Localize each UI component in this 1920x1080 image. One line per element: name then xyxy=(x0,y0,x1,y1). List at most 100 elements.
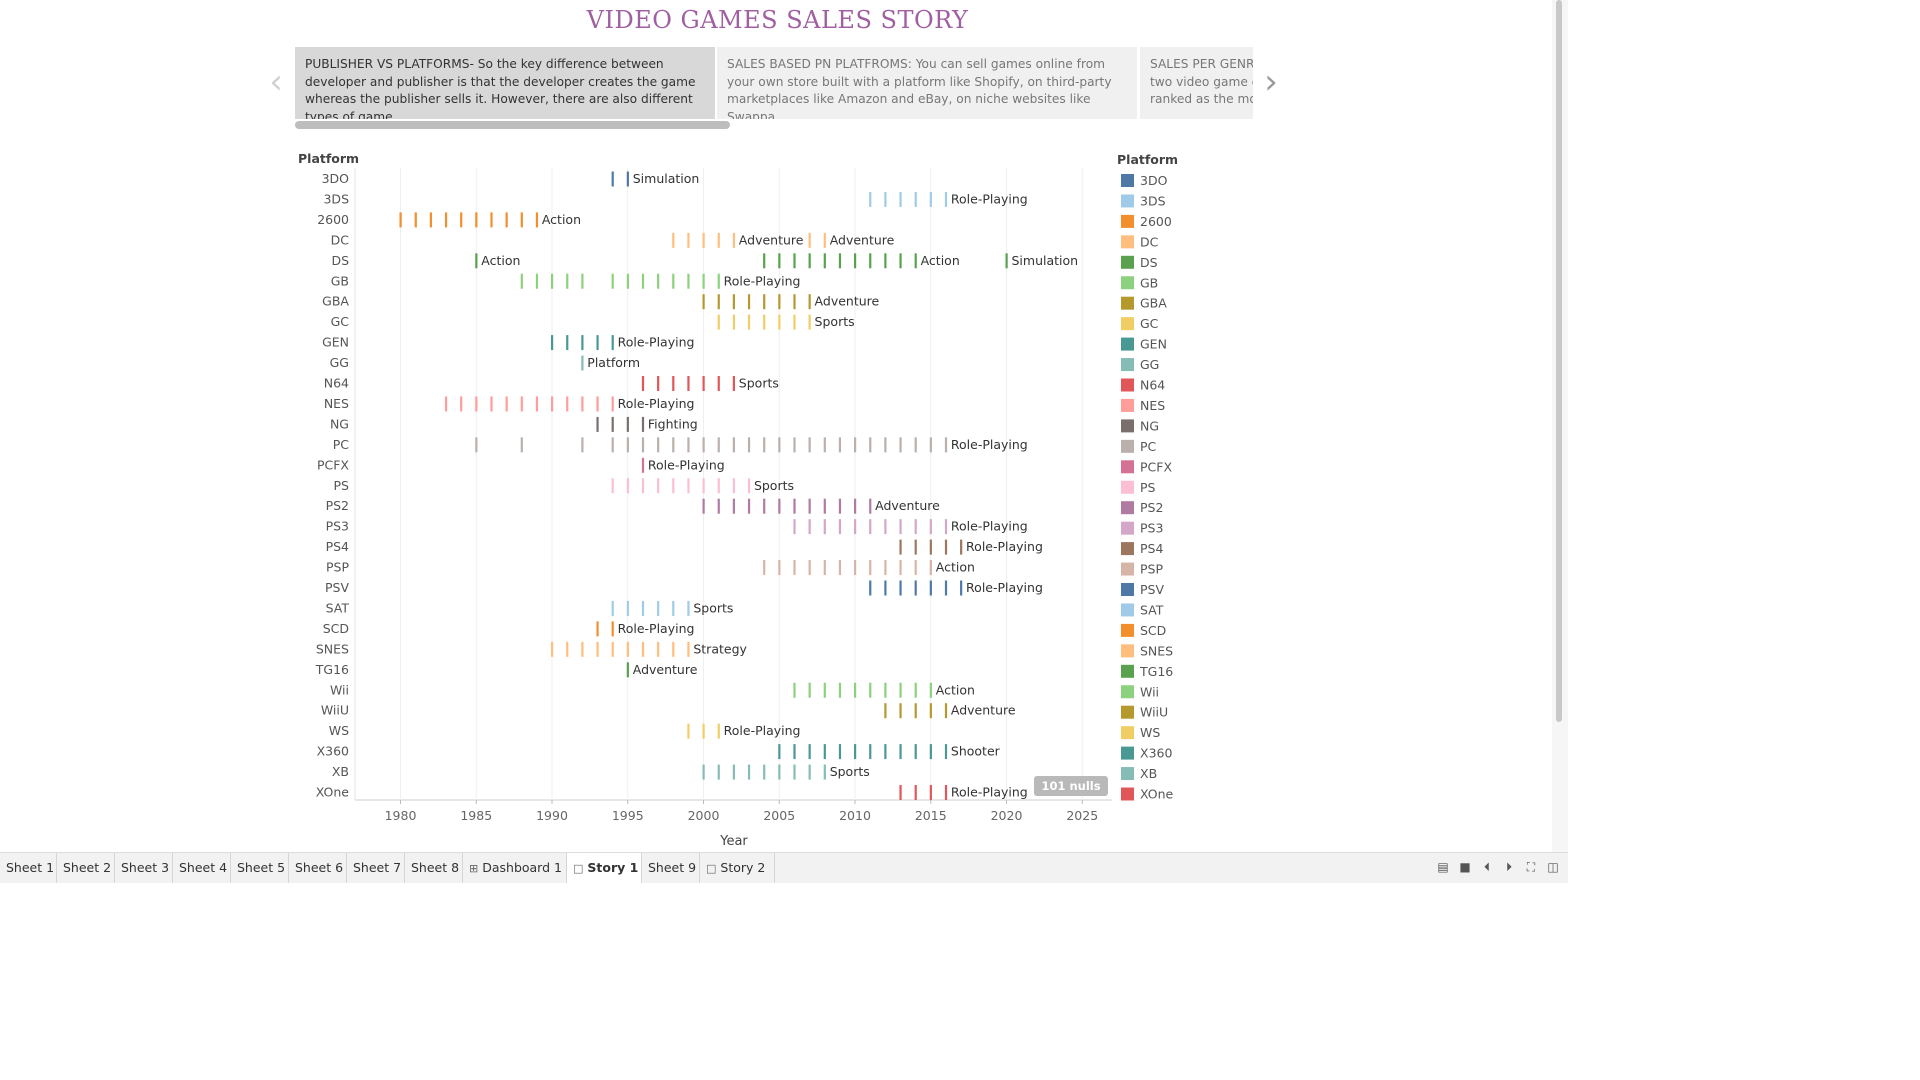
tick-mark[interactable] xyxy=(793,253,796,269)
tick-mark[interactable] xyxy=(520,437,523,453)
tick-mark[interactable] xyxy=(838,744,842,760)
tick-mark[interactable] xyxy=(747,437,751,453)
tick-mark[interactable] xyxy=(929,744,932,760)
legend-swatch[interactable] xyxy=(1121,439,1134,453)
story-point-2[interactable]: SALES BASED PN PLATFROMS: You can sell g… xyxy=(717,47,1137,119)
tick-mark[interactable] xyxy=(1005,253,1008,269)
tick-mark[interactable] xyxy=(626,662,629,678)
legend-label[interactable]: SCD xyxy=(1140,623,1166,638)
legend-label[interactable]: PS4 xyxy=(1140,541,1163,556)
tick-mark[interactable] xyxy=(626,478,629,494)
tick-mark[interactable] xyxy=(778,437,781,453)
sheet-tab-sheet-9[interactable]: Sheet 9 xyxy=(642,853,700,883)
tick-mark[interactable] xyxy=(687,437,690,453)
tick-mark[interactable] xyxy=(793,744,796,760)
tick-mark[interactable] xyxy=(747,764,751,780)
tick-mark[interactable] xyxy=(414,212,417,228)
tick-mark[interactable] xyxy=(808,437,811,453)
tick-mark[interactable] xyxy=(763,560,766,576)
tick-mark[interactable] xyxy=(475,253,478,269)
tick-mark[interactable] xyxy=(717,376,720,391)
tick-mark[interactable] xyxy=(611,335,614,351)
tick-mark[interactable] xyxy=(566,273,569,289)
sheet-tab-sheet-8[interactable]: Sheet 8 xyxy=(405,853,463,883)
tick-mark[interactable] xyxy=(944,580,948,596)
legend-swatch[interactable] xyxy=(1121,726,1134,740)
sheet-tab-dashboard-1[interactable]: ⊞ Dashboard 1 xyxy=(463,853,567,883)
tick-mark[interactable] xyxy=(717,437,720,453)
tick-mark[interactable] xyxy=(702,723,705,739)
tick-mark[interactable] xyxy=(808,519,811,535)
tick-mark[interactable] xyxy=(869,498,872,514)
tick-mark[interactable] xyxy=(823,498,826,514)
tick-mark[interactable] xyxy=(475,396,478,412)
legend-swatch[interactable] xyxy=(1121,562,1134,576)
sheet-tab-story-1[interactable]: □ Story 1 xyxy=(567,853,642,883)
tick-mark[interactable] xyxy=(763,294,766,310)
legend-label[interactable]: PS2 xyxy=(1140,500,1163,515)
chevron-right-icon[interactable]: › xyxy=(1264,62,1278,102)
tick-mark[interactable] xyxy=(929,682,932,698)
legend-label[interactable]: WiiU xyxy=(1140,705,1168,720)
tick-mark[interactable] xyxy=(960,539,963,555)
tick-mark[interactable] xyxy=(944,785,948,800)
tick-mark[interactable] xyxy=(626,171,629,187)
sheet-tab-sheet-5[interactable]: Sheet 5 xyxy=(231,853,289,883)
tick-mark[interactable] xyxy=(657,641,660,657)
tick-mark[interactable] xyxy=(763,314,766,330)
tick-mark[interactable] xyxy=(581,396,584,412)
legend-label[interactable]: GBA xyxy=(1140,296,1167,311)
tick-mark[interactable] xyxy=(551,396,554,412)
tick-mark[interactable] xyxy=(854,560,857,576)
tick-mark[interactable] xyxy=(687,723,690,739)
legend-swatch[interactable] xyxy=(1121,255,1134,269)
legend-swatch[interactable] xyxy=(1121,521,1134,535)
tick-mark[interactable] xyxy=(854,519,857,535)
vertical-scrollbar[interactable] xyxy=(1556,0,1562,722)
tick-mark[interactable] xyxy=(611,437,614,453)
legend-label[interactable]: PSP xyxy=(1140,562,1163,577)
tick-mark[interactable] xyxy=(732,498,735,514)
story-point-1[interactable]: PUBLISHER VS PLATFORMS- So the key diffe… xyxy=(295,47,715,119)
tick-mark[interactable] xyxy=(823,744,826,760)
legend-swatch[interactable] xyxy=(1121,378,1134,392)
tick-mark[interactable] xyxy=(611,171,614,187)
tick-mark[interactable] xyxy=(611,478,614,494)
legend-label[interactable]: PSV xyxy=(1140,582,1164,597)
tick-mark[interactable] xyxy=(884,703,887,719)
tick-mark[interactable] xyxy=(702,273,705,289)
tick-mark[interactable] xyxy=(869,253,872,269)
tick-mark[interactable] xyxy=(808,294,811,310)
tick-mark[interactable] xyxy=(520,396,523,412)
tick-mark[interactable] xyxy=(611,273,614,289)
fullscreen-icon[interactable]: ⛶ xyxy=(1526,860,1536,874)
legend-swatch[interactable] xyxy=(1121,746,1134,760)
tick-mark[interactable] xyxy=(641,416,645,432)
tick-mark[interactable] xyxy=(717,478,720,494)
tick-mark[interactable] xyxy=(687,600,690,616)
legend-label[interactable]: DS xyxy=(1140,255,1158,270)
legend-swatch[interactable] xyxy=(1121,767,1134,781)
legend-label[interactable]: PS3 xyxy=(1140,521,1163,536)
tick-mark[interactable] xyxy=(808,560,811,576)
tick-mark[interactable] xyxy=(566,396,569,412)
tick-mark[interactable] xyxy=(626,600,629,616)
legend-label[interactable]: GC xyxy=(1140,316,1159,331)
tick-mark[interactable] xyxy=(702,478,705,494)
tick-mark[interactable] xyxy=(596,641,599,657)
sheet-tab-sheet-6[interactable]: Sheet 6 xyxy=(289,853,347,883)
tick-mark[interactable] xyxy=(611,416,614,432)
tick-mark[interactable] xyxy=(793,764,796,780)
legend-label[interactable]: 3DS xyxy=(1140,193,1166,208)
filmstrip-icon[interactable]: ▤ xyxy=(1437,860,1449,874)
tick-mark[interactable] xyxy=(869,682,872,698)
tick-mark[interactable] xyxy=(581,437,584,453)
tick-mark[interactable] xyxy=(460,396,463,412)
tick-mark[interactable] xyxy=(611,621,614,637)
tick-mark[interactable] xyxy=(884,191,887,207)
tick-mark[interactable] xyxy=(763,498,766,514)
tick-mark[interactable] xyxy=(657,376,660,391)
tick-mark[interactable] xyxy=(535,273,539,289)
tick-mark[interactable] xyxy=(626,437,629,453)
tick-mark[interactable] xyxy=(929,539,932,555)
